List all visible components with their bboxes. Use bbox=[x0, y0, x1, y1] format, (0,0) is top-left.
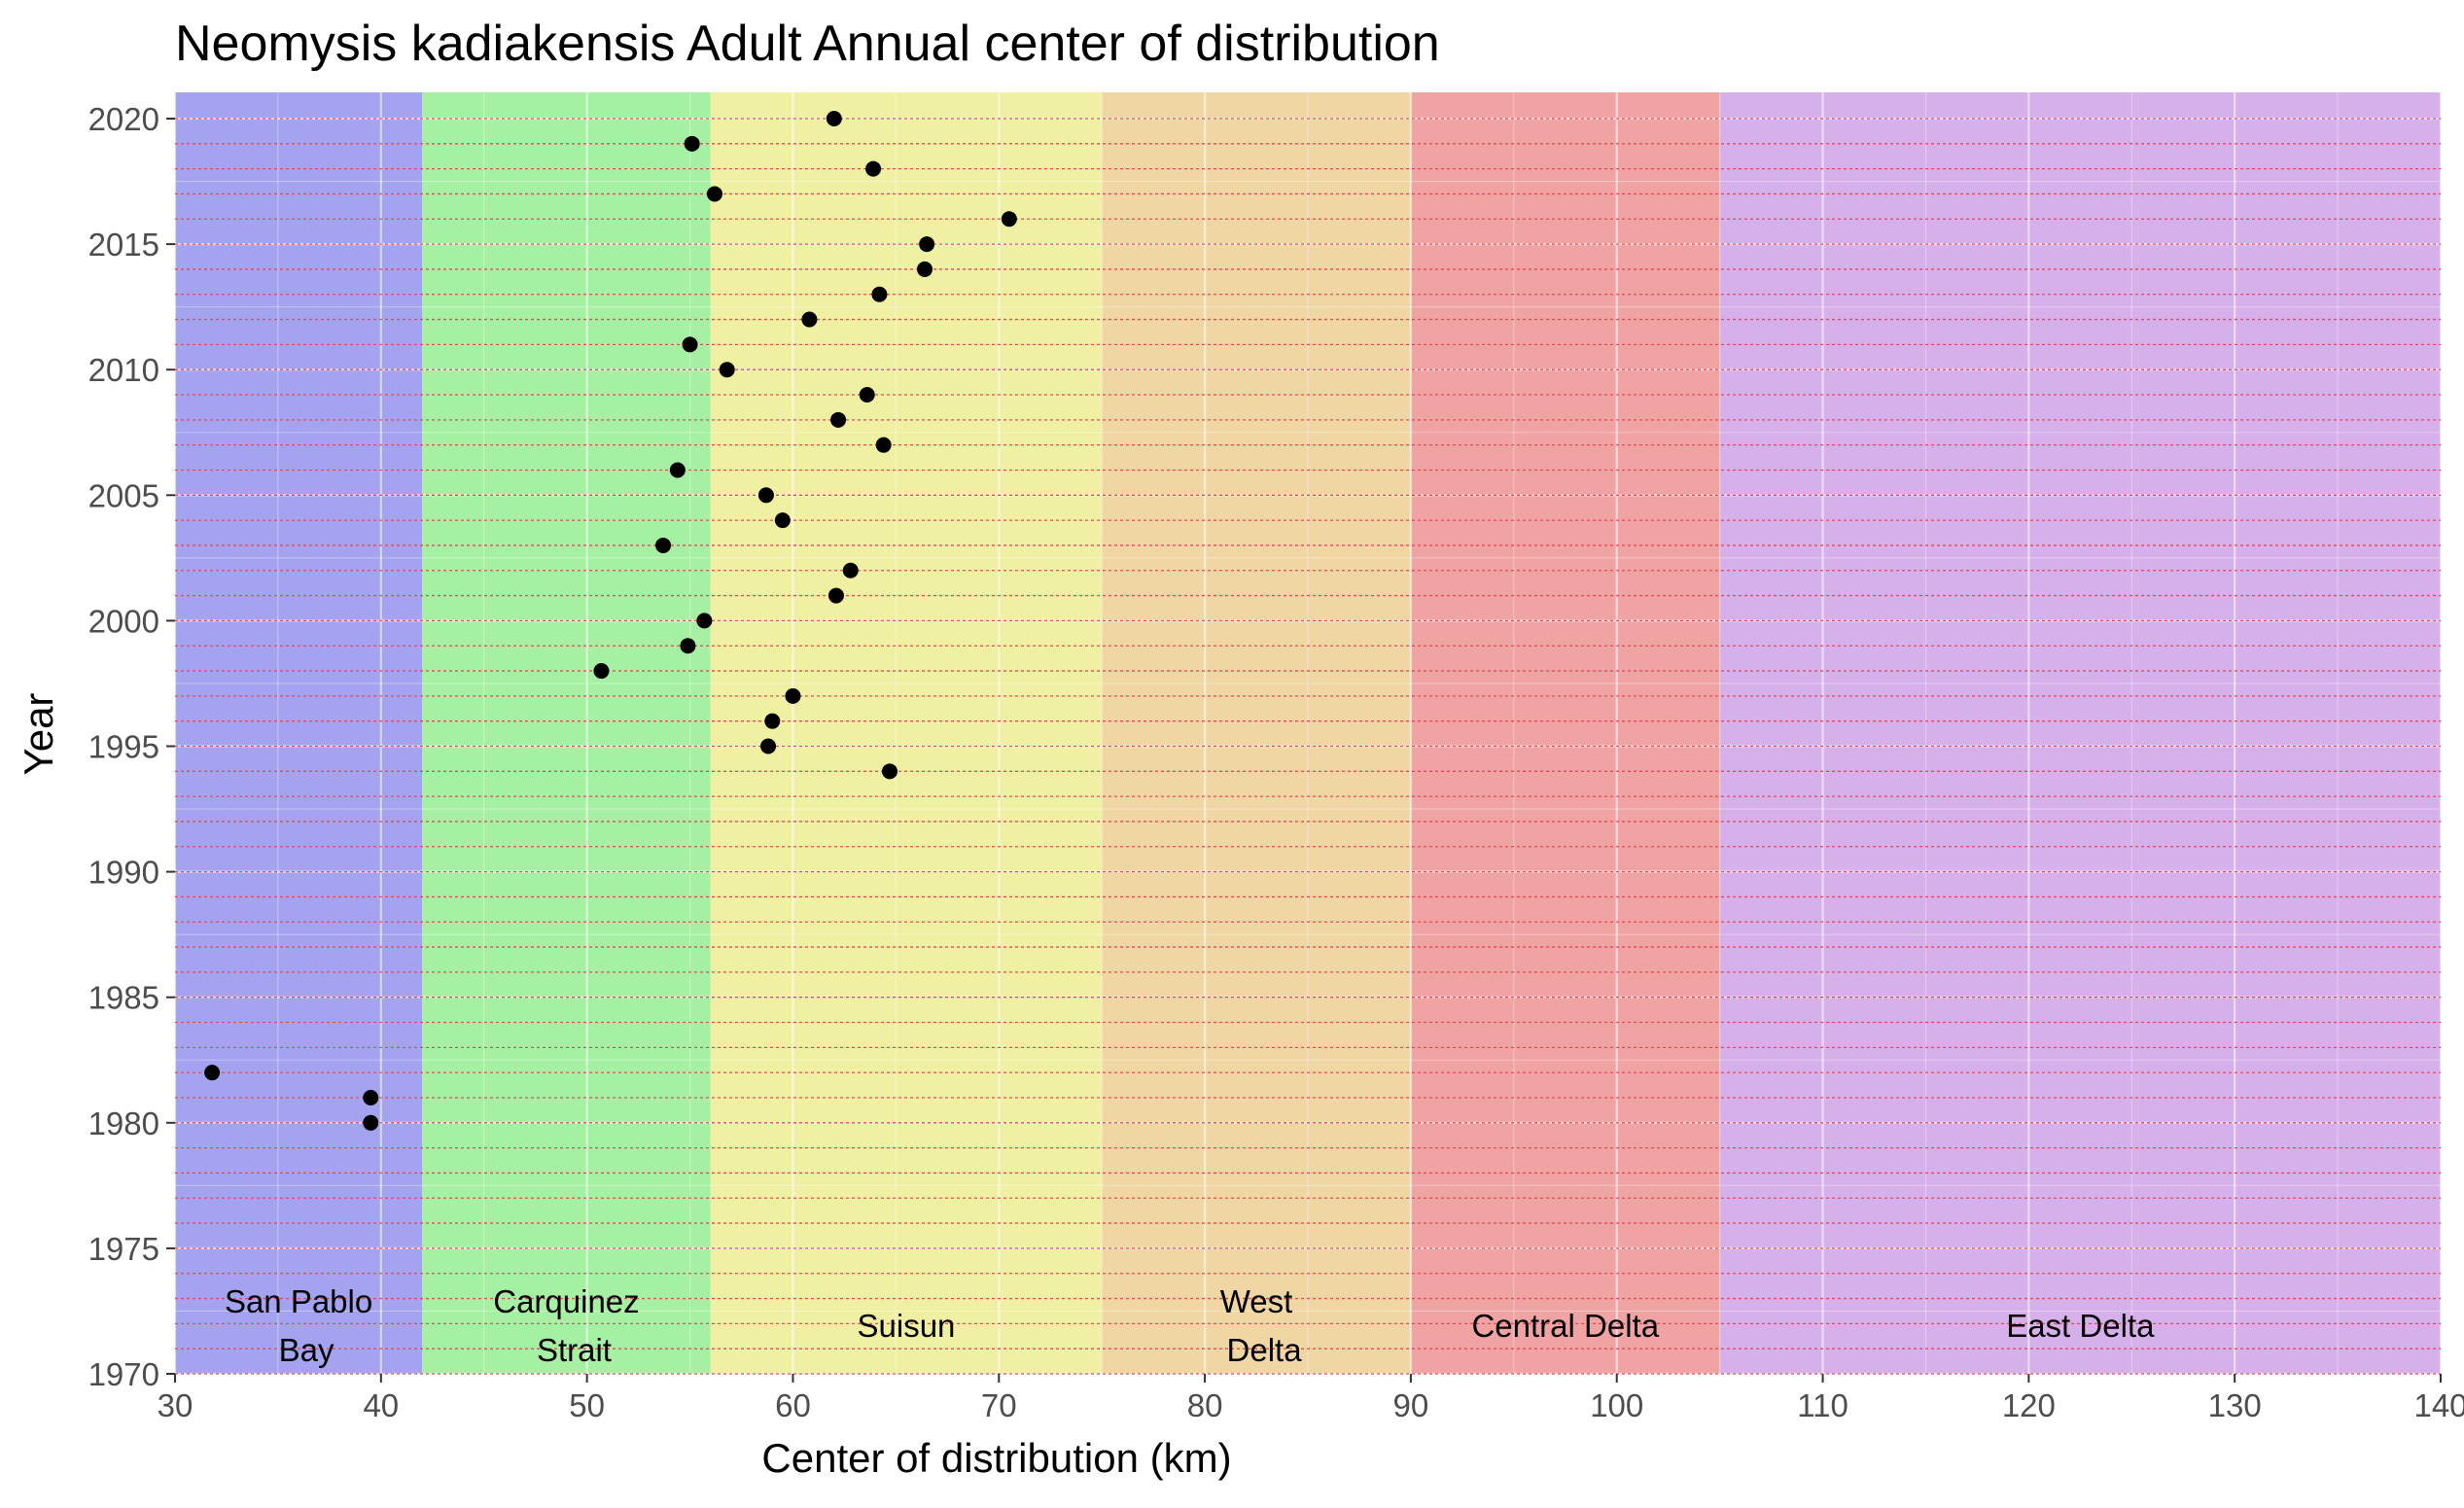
data-point-1998 bbox=[593, 663, 610, 680]
y-tick-label: 1980 bbox=[88, 1105, 159, 1141]
data-point-2009 bbox=[859, 387, 875, 403]
data-point-2020 bbox=[826, 111, 842, 126]
x-tick-label: 140 bbox=[2413, 1387, 2464, 1423]
grid-lines bbox=[173, 92, 2443, 1376]
data-point-1981 bbox=[363, 1089, 379, 1105]
y-tick-label: 1970 bbox=[88, 1356, 159, 1392]
region-band-carquinez-strait bbox=[422, 92, 711, 1374]
region-bands bbox=[175, 92, 2441, 1374]
data-point-2006 bbox=[669, 462, 686, 478]
x-axis: 30 40 50 60 70 80 90 100 110 120 130 140 bbox=[158, 1374, 2464, 1423]
x-tick-label: 60 bbox=[775, 1387, 811, 1423]
data-point-2008 bbox=[830, 411, 847, 428]
data-point-2017 bbox=[706, 186, 722, 202]
y-tick-label: 1995 bbox=[88, 729, 159, 765]
data-point-1999 bbox=[680, 638, 696, 654]
data-points bbox=[204, 111, 1017, 1131]
data-point-2014 bbox=[917, 261, 933, 277]
region-band-west-delta bbox=[1102, 92, 1411, 1374]
data-point-2001 bbox=[827, 587, 844, 604]
x-tick-label: 50 bbox=[569, 1387, 605, 1423]
region-label-east-delta: East Delta bbox=[2006, 1308, 2155, 1344]
region-label-west-delta-line-1: West bbox=[1220, 1283, 1293, 1319]
region-band-central-delta bbox=[1410, 92, 1720, 1374]
region-band-san-pablo-bay bbox=[175, 92, 423, 1374]
y-tick-label: 1990 bbox=[88, 855, 159, 891]
data-point-1997 bbox=[785, 687, 801, 704]
y-tick-label: 1975 bbox=[88, 1231, 159, 1267]
data-point-2012 bbox=[801, 311, 818, 328]
x-tick-label: 90 bbox=[1393, 1387, 1429, 1423]
region-label-suisun: Suisun bbox=[858, 1308, 956, 1344]
x-tick-label: 40 bbox=[363, 1387, 399, 1423]
y-axis-title: Year bbox=[16, 693, 61, 776]
x-tick-label: 70 bbox=[981, 1387, 1017, 1423]
chart-title: Neomysis kadiakensis Adult Annual center… bbox=[175, 16, 1440, 72]
y-tick-label: 2010 bbox=[88, 352, 159, 388]
data-point-2003 bbox=[655, 537, 672, 553]
region-labels: San Pablo Bay Carquinez Strait Suisun West Del… bbox=[225, 1283, 2155, 1368]
data-point-2013 bbox=[871, 286, 888, 302]
y-tick-label: 2005 bbox=[88, 477, 159, 513]
data-point-1982 bbox=[204, 1065, 221, 1081]
data-point-2005 bbox=[757, 487, 774, 504]
data-point-2010 bbox=[719, 362, 735, 378]
y-tick-label: 2020 bbox=[88, 101, 159, 137]
x-tick-label: 100 bbox=[1590, 1387, 1643, 1423]
data-point-2019 bbox=[684, 135, 700, 152]
data-point-1994 bbox=[882, 763, 898, 780]
x-tick-label: 30 bbox=[158, 1387, 194, 1423]
region-label-central-delta: Central Delta bbox=[1471, 1308, 1659, 1344]
region-label-west-delta-line-2: Delta bbox=[1227, 1332, 1303, 1368]
data-point-1996 bbox=[764, 713, 781, 729]
x-tick-label: 130 bbox=[2208, 1387, 2262, 1423]
data-point-2004 bbox=[774, 512, 791, 529]
x-axis-title: Center of distribution (km) bbox=[761, 1435, 1231, 1481]
region-band-suisun bbox=[710, 92, 1103, 1374]
data-point-1980 bbox=[363, 1114, 379, 1131]
x-tick-label: 80 bbox=[1187, 1387, 1223, 1423]
data-point-2015 bbox=[919, 236, 935, 253]
x-tick-label: 120 bbox=[2002, 1387, 2056, 1423]
y-tick-label: 2015 bbox=[88, 227, 159, 263]
data-point-2007 bbox=[875, 437, 892, 453]
x-tick-label: 110 bbox=[1797, 1387, 1848, 1423]
region-band-east-delta bbox=[1719, 92, 2441, 1374]
region-label-carquinez-strait-line-2: Strait bbox=[537, 1332, 612, 1368]
data-point-2011 bbox=[682, 336, 698, 353]
y-tick-label: 1985 bbox=[88, 980, 159, 1016]
year-reference-lines bbox=[175, 118, 2441, 1375]
region-label-carquinez-strait-line-1: Carquinez bbox=[493, 1283, 639, 1319]
data-point-2002 bbox=[842, 562, 859, 579]
y-tick-label: 2000 bbox=[88, 603, 159, 639]
data-point-2016 bbox=[1001, 211, 1017, 228]
data-point-1995 bbox=[760, 738, 777, 754]
data-point-2000 bbox=[696, 613, 713, 629]
region-label-san-pablo-bay-line-2: Bay bbox=[279, 1332, 334, 1368]
region-label-san-pablo-bay-line-1: San Pablo bbox=[225, 1283, 372, 1319]
data-point-2018 bbox=[865, 160, 882, 177]
y-axis: 1970 1975 1980 1985 1990 1995 2000 2005 2010 2015… bbox=[88, 101, 175, 1392]
